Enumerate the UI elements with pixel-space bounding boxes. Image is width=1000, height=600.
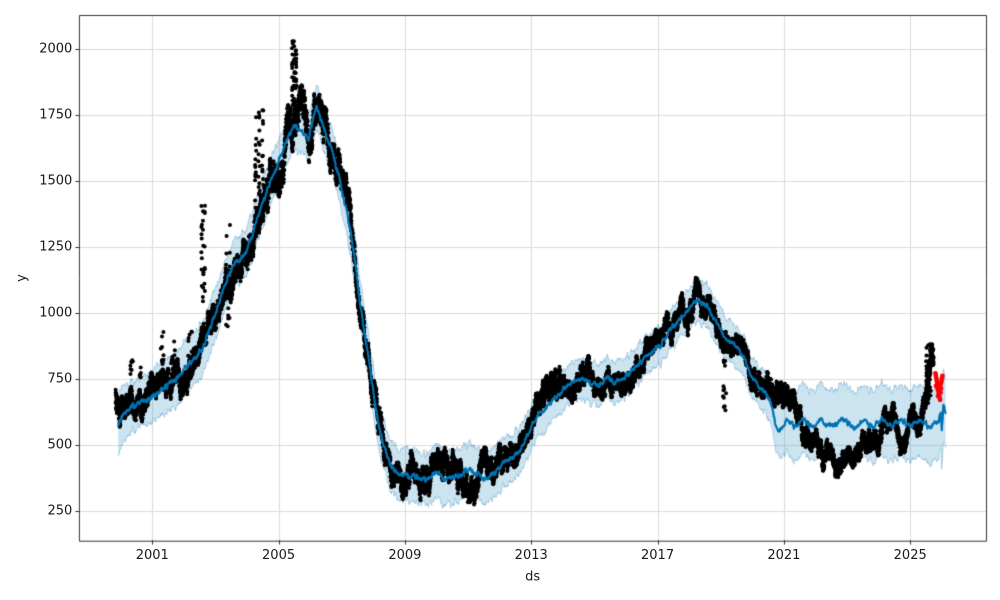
x-tick-label: 2021 <box>767 547 801 563</box>
x-tick-label: 2001 <box>135 547 169 563</box>
y-tick-label: 1000 <box>39 305 73 321</box>
x-tick-label: 2009 <box>388 547 422 563</box>
y-tick-label: 250 <box>47 503 73 519</box>
x-tick-label: 2017 <box>641 547 675 563</box>
y-tick-label: 1750 <box>39 107 73 123</box>
x-tick-label: 2005 <box>262 547 296 563</box>
y-tick-label: 750 <box>47 371 73 387</box>
x-tick-label: 2013 <box>514 547 548 563</box>
y-tick-label: 2000 <box>39 41 73 57</box>
y-tick-label: 1250 <box>39 239 73 255</box>
y-tick-label: 500 <box>47 437 73 453</box>
y-tick-label: 1500 <box>39 173 73 189</box>
x-tick-label: 2025 <box>893 547 927 563</box>
x-axis-label: ds <box>525 569 541 585</box>
y-axis-label: y <box>14 273 30 282</box>
